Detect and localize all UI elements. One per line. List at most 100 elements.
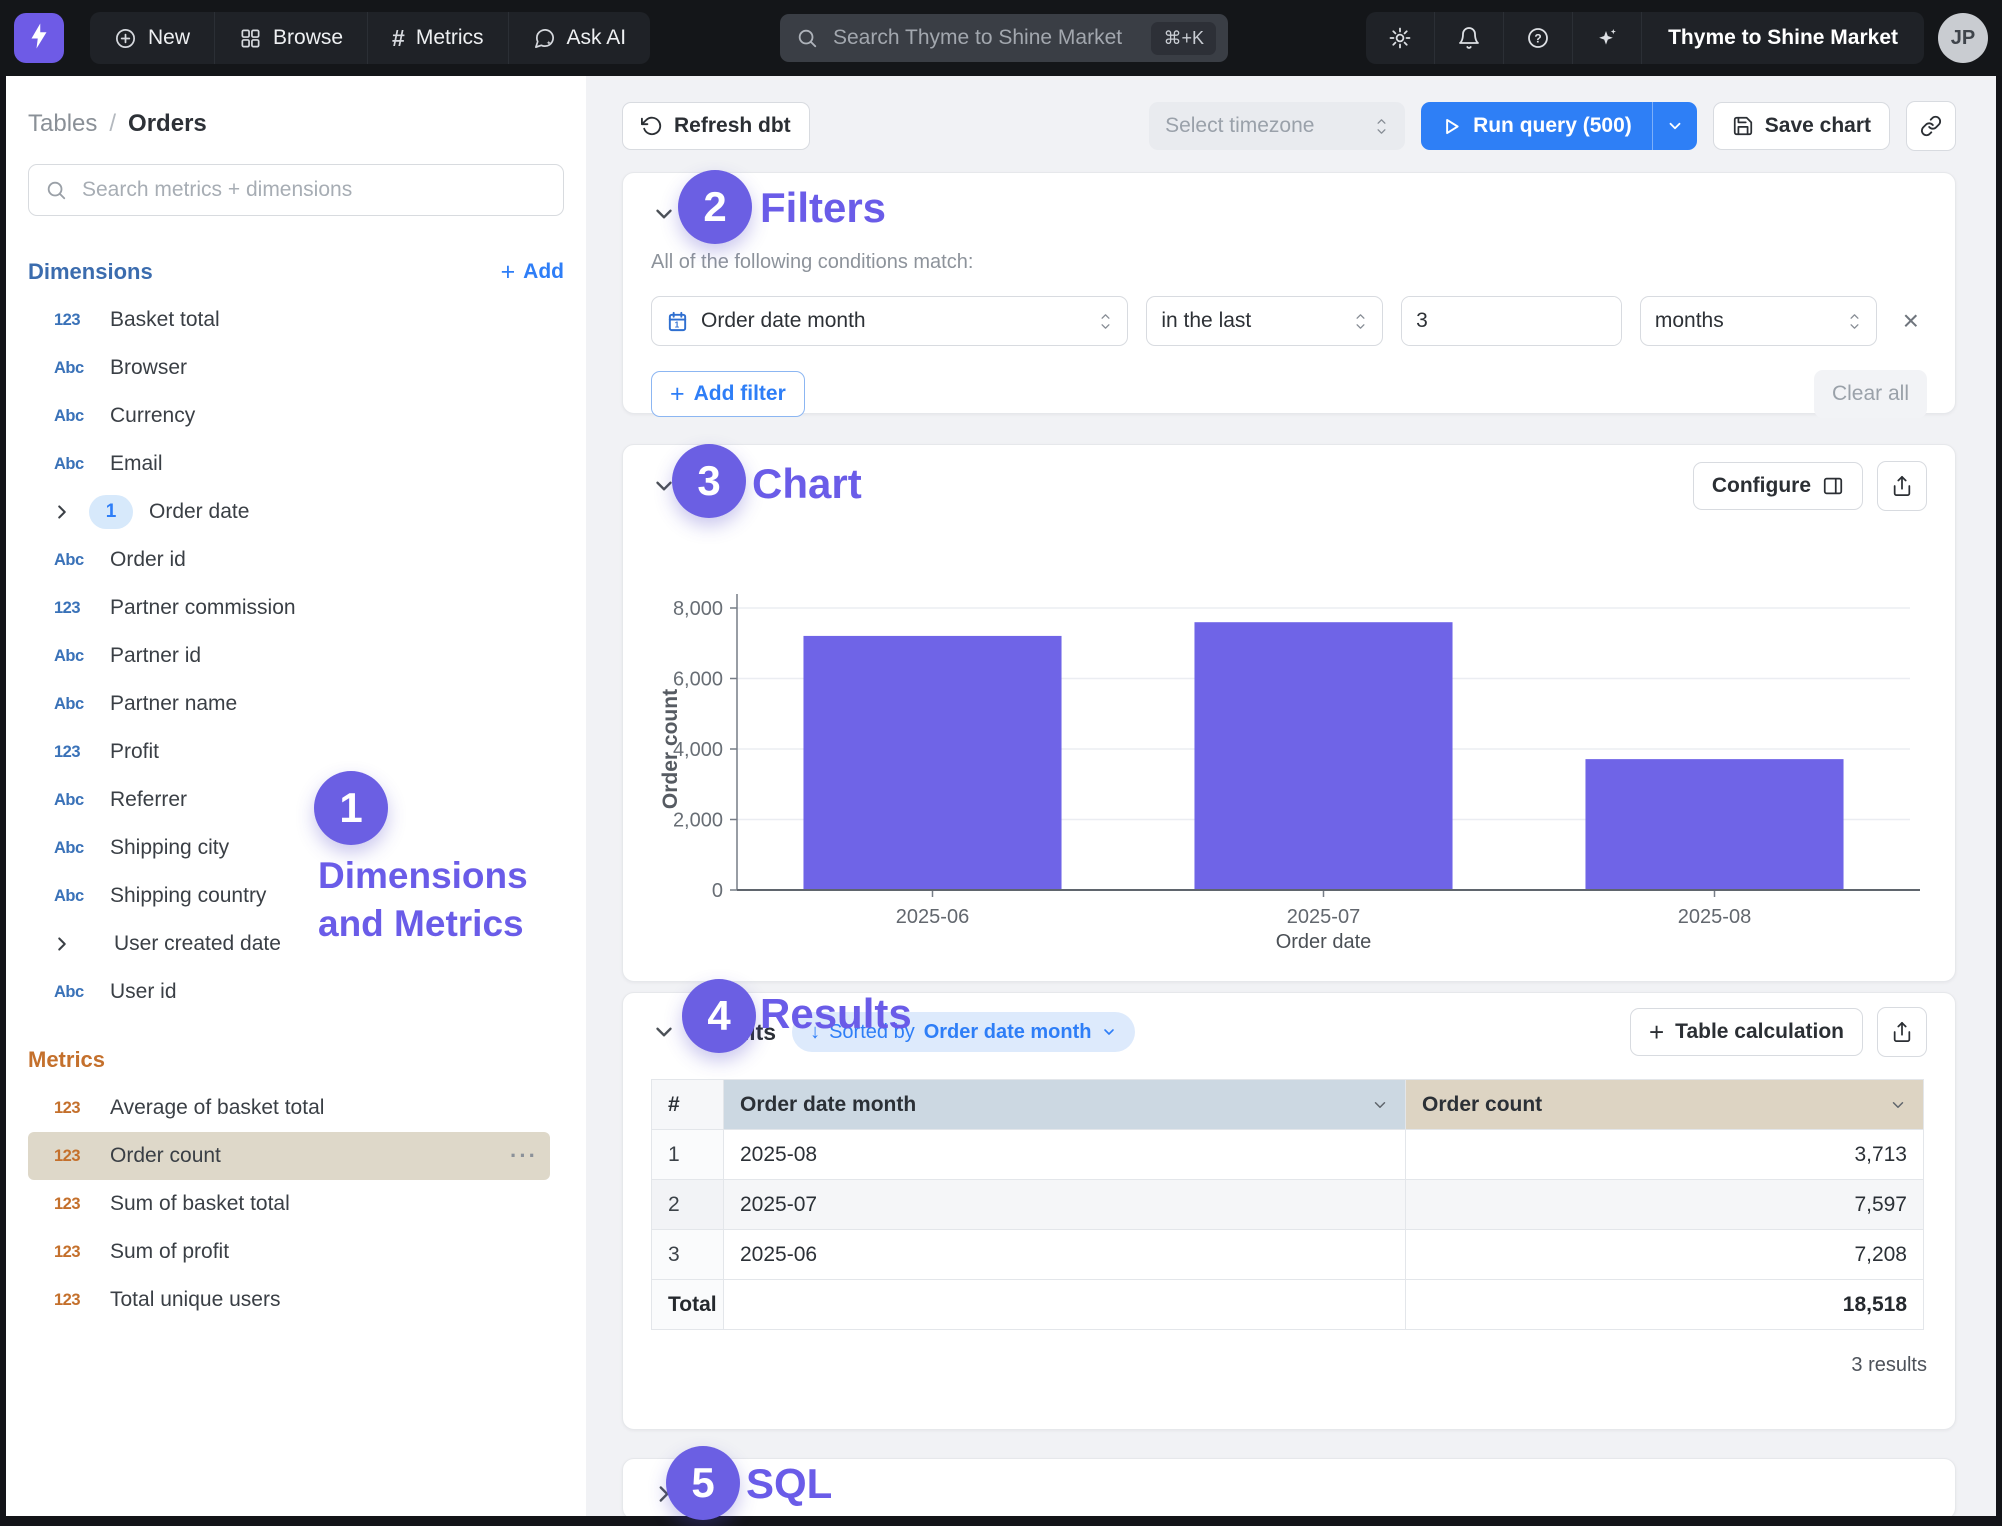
chevron-down-icon xyxy=(1889,1096,1907,1114)
number-type-icon: 123 xyxy=(54,1195,94,1214)
svg-text:Order count: Order count xyxy=(659,689,682,809)
timezone-select[interactable]: Select timezone xyxy=(1149,102,1405,150)
table-row: 2 2025-07 7,597 xyxy=(652,1180,1924,1230)
results-actions: + Table calculation xyxy=(1630,1007,1927,1057)
dimension-item[interactable]: AbcEmail xyxy=(28,440,564,488)
dimension-label: Shipping city xyxy=(110,836,229,860)
svg-text:2025-08: 2025-08 xyxy=(1678,906,1751,928)
order-count-bar-chart[interactable]: 02,0004,0006,0008,0002025-062025-072025-… xyxy=(651,535,1923,955)
order-count-column-header[interactable]: Order count xyxy=(1406,1080,1924,1130)
chevron-down-icon xyxy=(1371,1096,1389,1114)
dimension-item[interactable]: AbcBrowser xyxy=(28,344,564,392)
help-button[interactable]: ? xyxy=(1504,12,1573,64)
run-query-options-button[interactable] xyxy=(1652,102,1697,150)
chevron-down-icon xyxy=(1666,117,1684,135)
fields-search-input[interactable] xyxy=(80,177,547,203)
nav-new-button[interactable]: New xyxy=(90,12,215,64)
export-results-button[interactable] xyxy=(1877,1007,1927,1057)
settings-button[interactable] xyxy=(1366,12,1435,64)
ai-sparkles-button[interactable] xyxy=(1573,12,1642,64)
dimension-label: Referrer xyxy=(110,788,187,812)
dimension-item[interactable]: AbcCurrency xyxy=(28,392,564,440)
search-icon xyxy=(45,179,67,201)
nav-metrics-button[interactable]: # Metrics xyxy=(368,12,508,64)
dimension-item[interactable]: AbcReferrer xyxy=(28,776,564,824)
add-filter-button[interactable]: + Add filter xyxy=(651,371,805,417)
metric-item[interactable]: 123Average of basket total xyxy=(28,1084,564,1132)
breadcrumb-tables-link[interactable]: Tables xyxy=(28,110,97,138)
metric-item-order-count-selected[interactable]: 123 Order count ··· xyxy=(28,1132,550,1180)
share-link-button[interactable] xyxy=(1906,101,1956,151)
app-logo[interactable] xyxy=(14,13,64,63)
add-dimension-button[interactable]: + Add xyxy=(501,260,564,285)
filter-value-input[interactable] xyxy=(1402,297,1622,345)
dimension-item[interactable]: AbcPartner id xyxy=(28,632,564,680)
filter-unit-select[interactable]: months xyxy=(1640,296,1877,346)
breadcrumb-current: Orders xyxy=(128,110,207,138)
metric-item[interactable]: 123Sum of basket total xyxy=(28,1180,564,1228)
string-type-icon: Abc xyxy=(54,407,94,426)
nav-ask-ai-button[interactable]: Ask AI xyxy=(509,12,651,64)
clear-all-button[interactable]: Clear all xyxy=(1814,370,1927,418)
svg-text:0: 0 xyxy=(712,880,723,902)
svg-text:8,000: 8,000 xyxy=(673,598,723,620)
org-name-button[interactable]: Thyme to Shine Market xyxy=(1642,12,1924,64)
toolbar-right-group: Select timezone Run query (500) xyxy=(1149,101,1956,151)
chart-card: Configure 02,0004,0006,0008,0002025-0620… xyxy=(622,444,1956,982)
add-label: Add xyxy=(523,260,564,284)
metric-item[interactable]: 123Total unique users xyxy=(28,1276,564,1324)
collapse-chevron-down-icon[interactable] xyxy=(651,201,677,227)
dimension-item[interactable]: AbcUser id xyxy=(28,968,564,1016)
chart-actions: Configure xyxy=(1693,461,1927,511)
gear-icon xyxy=(1388,26,1412,50)
remove-filter-button[interactable]: × xyxy=(1895,303,1927,339)
row-number-cell: 3 xyxy=(652,1230,724,1280)
dimension-item[interactable]: 123Partner commission xyxy=(28,584,564,632)
total-value-cell: 18,518 xyxy=(1406,1280,1924,1330)
annotation-step-4-circle: 4 xyxy=(682,979,756,1053)
filter-field-select[interactable]: 1 Order date month xyxy=(651,296,1128,346)
avatar-initials: JP xyxy=(1951,27,1975,50)
annotation-step-2-label: Filters xyxy=(760,184,886,232)
filter-operator-value: in the last xyxy=(1161,309,1251,333)
filter-conditions-text: All of the following conditions match: xyxy=(651,251,1927,274)
notifications-button[interactable] xyxy=(1435,12,1504,64)
query-toolbar: Refresh dbt Select timezone Run query (5… xyxy=(622,100,1956,152)
dimension-group-order-date[interactable]: 1 Order date xyxy=(28,488,564,536)
collapse-chevron-down-icon[interactable] xyxy=(651,1019,677,1045)
more-options-icon[interactable]: ··· xyxy=(510,1143,538,1169)
annotation-step-3-label: Chart xyxy=(752,460,862,508)
dimension-item[interactable]: AbcPartner name xyxy=(28,680,564,728)
dimension-item[interactable]: 123Basket total xyxy=(28,296,564,344)
save-icon xyxy=(1732,115,1754,137)
nav-browse-button[interactable]: Browse xyxy=(215,12,368,64)
select-carets-icon xyxy=(1374,117,1389,136)
global-search[interactable]: ⌘+K xyxy=(780,14,1228,62)
plus-icon: + xyxy=(1649,1017,1664,1048)
help-icon: ? xyxy=(1526,26,1550,50)
user-avatar[interactable]: JP xyxy=(1938,13,1988,63)
dimension-item[interactable]: AbcOrder id xyxy=(28,536,564,584)
link-icon xyxy=(1920,115,1942,137)
count-cell: 3,713 xyxy=(1406,1130,1924,1180)
row-number-cell: 2 xyxy=(652,1180,724,1230)
configure-button[interactable]: Configure xyxy=(1693,462,1863,510)
month-cell: 2025-06 xyxy=(724,1230,1406,1280)
refresh-dbt-button[interactable]: Refresh dbt xyxy=(622,102,810,150)
fields-search[interactable] xyxy=(28,164,564,216)
global-search-input[interactable] xyxy=(831,25,1138,51)
nav-icon-group: ? Thyme to Shine Market xyxy=(1366,12,1924,64)
run-query-split-button: Run query (500) xyxy=(1421,102,1697,150)
results-card: Results ↓ Sorted by Order date month + T… xyxy=(622,992,1956,1430)
number-type-icon: 123 xyxy=(54,599,94,618)
table-calculation-button[interactable]: + Table calculation xyxy=(1630,1008,1863,1056)
svg-text:2025-07: 2025-07 xyxy=(1287,906,1360,928)
order-date-month-column-header[interactable]: Order date month xyxy=(724,1080,1406,1130)
filter-operator-select[interactable]: in the last xyxy=(1146,296,1383,346)
metric-item[interactable]: 123Sum of profit xyxy=(28,1228,564,1276)
column-label: Order date month xyxy=(740,1093,916,1117)
dimension-item[interactable]: 123Profit xyxy=(28,728,564,776)
run-query-button[interactable]: Run query (500) xyxy=(1421,102,1652,150)
save-chart-button[interactable]: Save chart xyxy=(1713,102,1890,150)
export-chart-button[interactable] xyxy=(1877,461,1927,511)
